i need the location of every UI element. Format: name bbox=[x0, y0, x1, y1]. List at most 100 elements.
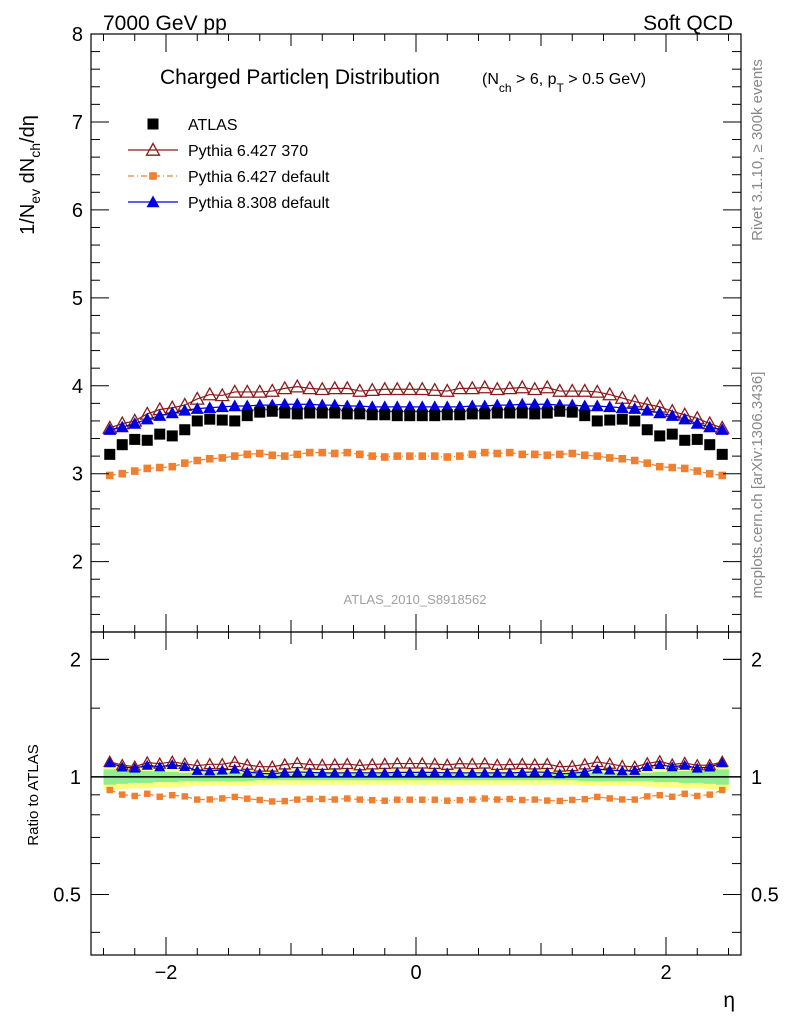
ratio-point-pythia-6-427-default bbox=[681, 790, 688, 798]
ratio-point-pythia-6-427-default bbox=[331, 796, 338, 803]
point-pythia-8-308-default bbox=[390, 400, 404, 413]
point-pythia-6-427-370 bbox=[477, 379, 493, 394]
ratio-point-pythia-6-427-default bbox=[444, 797, 451, 804]
ratio-point-pythia-8-308-default bbox=[404, 766, 416, 777]
ratio-point-pythia-6-427-default bbox=[544, 797, 551, 804]
point-pythia-6-427-default bbox=[530, 450, 539, 459]
point-atlas bbox=[491, 407, 503, 419]
ratio-point-pythia-6-427-default bbox=[619, 796, 626, 803]
series-line-pythia-6-427-default bbox=[109, 451, 723, 477]
ratio-point-pythia-6-427-default bbox=[694, 792, 701, 800]
point-atlas bbox=[379, 409, 391, 421]
point-pythia-6-427-default bbox=[443, 453, 452, 461]
point-pythia-8-308-default bbox=[703, 420, 717, 433]
ratio-point-pythia-8-308-default bbox=[591, 763, 603, 774]
point-atlas bbox=[154, 428, 166, 440]
watermark: ATLAS_2010_S8918562 bbox=[344, 592, 487, 607]
ratio-point-pythia-6-427-default bbox=[269, 798, 276, 805]
header-right: Soft QCD bbox=[643, 12, 733, 35]
point-pythia-8-308-default bbox=[628, 402, 642, 414]
ratio-point-pythia-6-427-default bbox=[631, 796, 638, 803]
point-pythia-6-427-370 bbox=[264, 383, 280, 397]
point-atlas bbox=[516, 407, 528, 419]
point-pythia-6-427-default bbox=[718, 471, 727, 480]
point-pythia-6-427-370 bbox=[514, 379, 530, 394]
ratio-point-pythia-6-427-default bbox=[519, 796, 526, 804]
point-pythia-8-308-default bbox=[215, 400, 229, 413]
point-pythia-6-427-370 bbox=[389, 381, 405, 396]
point-pythia-8-308-default bbox=[578, 399, 592, 412]
ratio-point-pythia-6-427-default bbox=[456, 796, 463, 804]
point-pythia-6-427-370 bbox=[289, 378, 305, 393]
ratio-y-tick-label-left: 1 bbox=[70, 767, 81, 789]
ratio-point-pythia-8-308-default bbox=[579, 766, 591, 777]
point-pythia-8-308-default bbox=[353, 399, 367, 412]
point-atlas bbox=[679, 434, 691, 446]
x-tick-label: 2 bbox=[660, 962, 671, 984]
point-pythia-8-308-default bbox=[453, 400, 467, 413]
point-pythia-6-427-default bbox=[268, 451, 277, 460]
point-atlas bbox=[266, 405, 278, 417]
point-pythia-6-427-370 bbox=[439, 383, 455, 397]
point-pythia-6-427-default bbox=[555, 450, 564, 459]
point-pythia-6-427-default bbox=[493, 449, 502, 458]
point-pythia-6-427-default bbox=[630, 456, 639, 465]
point-pythia-8-308-default bbox=[615, 401, 629, 413]
point-pythia-6-427-370 bbox=[539, 379, 555, 394]
ratio-point-pythia-6-427-default bbox=[431, 796, 438, 803]
point-atlas bbox=[216, 414, 228, 426]
ratio-point-pythia-8-308-default bbox=[191, 764, 203, 775]
point-pythia-6-427-370 bbox=[464, 380, 480, 395]
ratio-y-axis-label: Ratio to ATLAS bbox=[25, 744, 42, 845]
ratio-point-pythia-8-308-default bbox=[241, 766, 253, 777]
legend-marker-atlas bbox=[147, 118, 159, 130]
point-pythia-8-308-default bbox=[340, 399, 354, 412]
ratio-point-pythia-6-427-default bbox=[119, 791, 126, 798]
point-pythia-6-427-default bbox=[380, 453, 389, 461]
point-pythia-6-427-default bbox=[680, 464, 689, 473]
point-atlas bbox=[641, 424, 653, 436]
point-pythia-8-308-default bbox=[140, 412, 154, 425]
ratio-point-pythia-8-308-default bbox=[291, 766, 303, 777]
point-pythia-6-427-default bbox=[293, 450, 302, 459]
ratio-point-pythia-6-427-default bbox=[181, 793, 188, 800]
ratio-line-pythia-6-427-370 bbox=[109, 760, 723, 768]
ratio-point-pythia-8-308-default bbox=[491, 767, 503, 778]
point-pythia-8-308-default bbox=[603, 400, 617, 413]
main-y-tick-label: 5 bbox=[72, 288, 83, 310]
point-pythia-6-427-default bbox=[343, 448, 352, 457]
point-pythia-8-308-default bbox=[490, 398, 504, 411]
ratio-point-pythia-8-308-default bbox=[254, 767, 266, 778]
point-pythia-8-308-default bbox=[203, 401, 217, 413]
main-y-tick-label: 3 bbox=[72, 464, 83, 486]
point-pythia-6-427-370 bbox=[589, 384, 605, 398]
point-pythia-8-308-default bbox=[428, 400, 442, 413]
ratio-y-tick-label-left: 2 bbox=[70, 649, 81, 671]
point-pythia-8-308-default bbox=[303, 397, 317, 410]
point-pythia-6-427-default bbox=[643, 459, 652, 467]
point-pythia-6-427-370 bbox=[577, 383, 593, 397]
point-pythia-6-427-default bbox=[255, 449, 264, 458]
legend-label-pythia-8-308-default: Pythia 8.308 default bbox=[188, 195, 330, 212]
point-atlas bbox=[341, 408, 353, 420]
point-atlas bbox=[454, 409, 466, 421]
point-atlas bbox=[329, 407, 341, 419]
y-axis-label: 1/Nev dNch/dη bbox=[17, 115, 43, 235]
point-atlas bbox=[316, 407, 328, 419]
x-tick-label: 0 bbox=[410, 962, 421, 984]
point-pythia-6-427-370 bbox=[489, 381, 505, 396]
point-pythia-6-427-370 bbox=[364, 382, 380, 397]
main-y-tick-label: 6 bbox=[72, 200, 83, 222]
ratio-point-pythia-8-308-default bbox=[554, 768, 566, 779]
point-pythia-6-427-370 bbox=[277, 380, 293, 395]
ratio-point-pythia-8-308-default bbox=[179, 761, 191, 772]
ratio-point-pythia-8-308-default bbox=[204, 765, 216, 776]
ratio-point-pythia-8-308-default bbox=[504, 767, 516, 778]
main-y-tick-label: 2 bbox=[72, 552, 83, 574]
main-y-tick-label: 7 bbox=[72, 112, 83, 134]
point-atlas bbox=[466, 408, 478, 420]
x-axis-label: η bbox=[723, 989, 735, 1012]
point-pythia-8-308-default bbox=[328, 398, 342, 411]
point-atlas bbox=[404, 410, 416, 422]
